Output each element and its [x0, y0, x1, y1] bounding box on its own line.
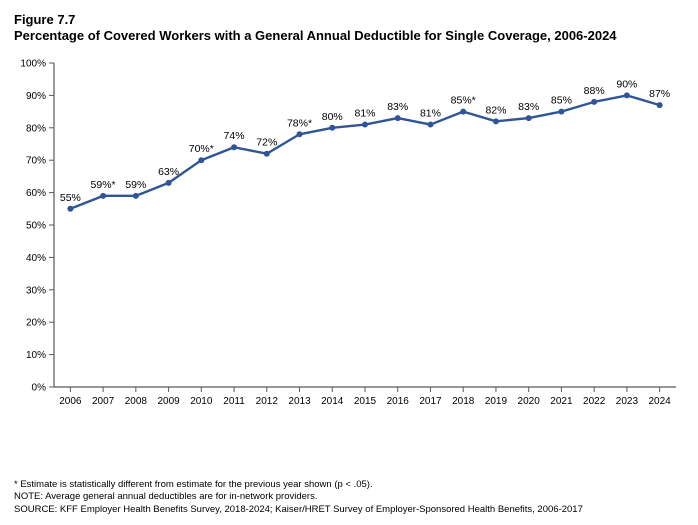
data-point: [427, 121, 433, 127]
x-tick-label: 2024: [649, 396, 672, 407]
data-point: [67, 205, 73, 211]
x-tick-label: 2010: [190, 396, 213, 407]
data-point: [624, 92, 630, 98]
data-point: [460, 108, 466, 114]
x-tick-label: 2012: [256, 396, 279, 407]
data-label: 87%: [649, 88, 670, 100]
data-point: [297, 131, 303, 137]
line-chart: 0% 10% 20% 30% 40% 50% 60% 70% 80% 90% 100% 2006 200…: [14, 51, 684, 421]
x-tick-label: 2020: [518, 396, 541, 407]
data-label: 78%*: [287, 117, 312, 129]
data-label: 70%*: [189, 143, 214, 155]
data-point: [166, 179, 172, 185]
data-label: 90%: [616, 78, 637, 90]
x-tick-label: 2006: [59, 396, 82, 407]
data-point: [231, 144, 237, 150]
data-label: 83%: [387, 101, 408, 113]
x-tick-label: 2021: [550, 396, 573, 407]
y-tick-label: 0%: [32, 382, 47, 393]
data-point: [329, 124, 335, 130]
x-tick-label: 2007: [92, 396, 115, 407]
data-label: 72%: [256, 136, 277, 148]
footnote-note: NOTE: Average general annual deductibles…: [14, 491, 684, 504]
y-tick-label: 30%: [26, 285, 46, 296]
y-tick-label: 100%: [20, 58, 46, 69]
x-tick-label: 2008: [125, 396, 148, 407]
footnote-star: * Estimate is statistically different fr…: [14, 479, 684, 492]
x-tick-label: 2016: [387, 396, 410, 407]
y-tick-label: 90%: [26, 90, 46, 101]
x-tick-label: 2022: [583, 396, 606, 407]
figure-label: Figure 7.7: [14, 12, 684, 28]
data-point: [133, 192, 139, 198]
footnotes: * Estimate is statistically different fr…: [14, 479, 684, 517]
y-tick-label: 20%: [26, 317, 46, 328]
data-point: [198, 157, 204, 163]
y-tick-label: 80%: [26, 123, 46, 134]
x-tick-label: 2011: [223, 396, 245, 407]
data-point: [493, 118, 499, 124]
x-tick-label: 2018: [452, 396, 475, 407]
data-label: 83%: [518, 101, 539, 113]
data-point: [591, 98, 597, 104]
footnote-source: SOURCE: KFF Employer Health Benefits Sur…: [14, 504, 684, 517]
x-tick-label: 2017: [419, 396, 442, 407]
data-point: [264, 150, 270, 156]
chart-area: 0% 10% 20% 30% 40% 50% 60% 70% 80% 90% 100% 2006 200…: [14, 51, 684, 421]
x-tick-label: 2023: [616, 396, 639, 407]
data-label: 59%: [125, 178, 146, 190]
data-point: [395, 115, 401, 121]
data-point: [526, 115, 532, 121]
figure-container: Figure 7.7 Percentage of Covered Workers…: [0, 0, 698, 525]
y-tick-label: 50%: [26, 220, 46, 231]
data-label: 80%: [322, 110, 343, 122]
x-tick-label: 2013: [288, 396, 311, 407]
x-tick-label: 2019: [485, 396, 508, 407]
y-tick-label: 60%: [26, 188, 46, 199]
y-tick-label: 70%: [26, 155, 46, 166]
data-point: [657, 102, 663, 108]
data-label: 81%: [420, 107, 441, 119]
data-label: 85%: [551, 94, 572, 106]
data-point: [558, 108, 564, 114]
data-label: 74%: [224, 130, 245, 142]
y-tick-label: 40%: [26, 252, 46, 263]
x-tick-label: 2014: [321, 396, 344, 407]
figure-title: Percentage of Covered Workers with a Gen…: [14, 28, 684, 44]
data-label: 82%: [485, 104, 506, 116]
data-label: 59%*: [91, 178, 116, 190]
x-tick-label: 2009: [157, 396, 180, 407]
data-point: [100, 192, 106, 198]
data-label: 55%: [60, 191, 81, 203]
data-label: 81%: [354, 107, 375, 119]
data-label: 88%: [584, 84, 605, 96]
data-label: 85%*: [451, 94, 476, 106]
y-tick-label: 10%: [26, 350, 46, 361]
data-label: 63%: [158, 165, 179, 177]
x-tick-label: 2015: [354, 396, 377, 407]
data-point: [362, 121, 368, 127]
